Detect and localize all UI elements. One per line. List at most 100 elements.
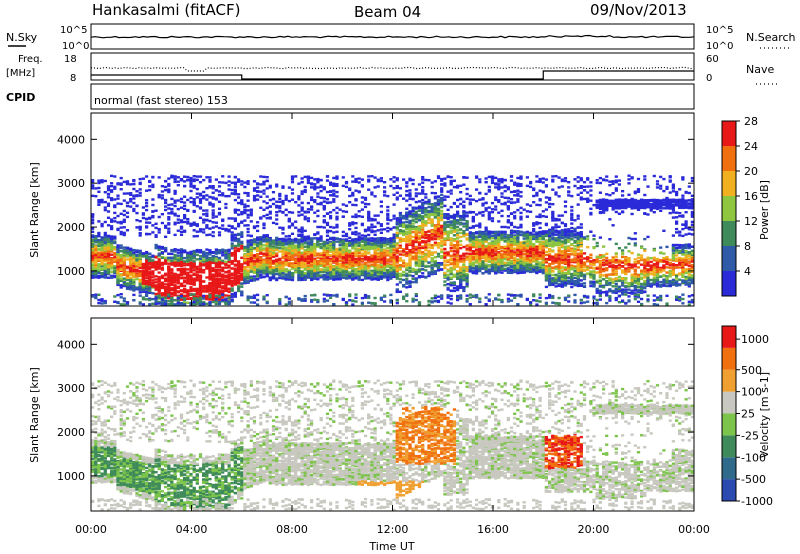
- echo-cell: [170, 249, 174, 253]
- echo-cell: [284, 276, 288, 280]
- echo-cell: [100, 265, 104, 268]
- echo-cell: [189, 289, 193, 292]
- echo-cell: [154, 260, 158, 264]
- echo-cell: [357, 251, 361, 255]
- ground-scatter-cell: [332, 303, 336, 306]
- echo-cell: [367, 264, 371, 267]
- echo-cell: [119, 230, 123, 234]
- echo-cell: [208, 298, 212, 301]
- echo-cell: [132, 251, 136, 254]
- echo-cell: [202, 286, 206, 290]
- echo-cell: [205, 254, 209, 257]
- echo-cell: [154, 284, 158, 287]
- ground-scatter-cell: [303, 299, 307, 302]
- echo-cell: [208, 219, 212, 223]
- echo-cell: [211, 216, 215, 219]
- echo-cell: [176, 277, 180, 281]
- echo-cell: [183, 175, 187, 178]
- echo-cell: [192, 235, 196, 238]
- echo-cell: [138, 234, 142, 237]
- echo-cell: [106, 250, 111, 253]
- echo-cell: [164, 297, 168, 300]
- echo-cell: [262, 271, 266, 275]
- echo-cell: [275, 263, 279, 266]
- echo-cell: [335, 177, 339, 180]
- echo-cell: [148, 257, 152, 260]
- echo-cell: [164, 224, 168, 228]
- echo-cell: [192, 229, 196, 232]
- echo-cell: [192, 303, 196, 307]
- echo-cell: [106, 266, 111, 269]
- echo-cell: [179, 298, 184, 301]
- echo-cell: [230, 234, 234, 238]
- echo-cell: [252, 269, 257, 273]
- echo-cell: [351, 193, 355, 196]
- echo-cell: [246, 227, 250, 231]
- echo-cell: [186, 251, 190, 254]
- echo-cell: [300, 239, 304, 243]
- ground-scatter-cell: [370, 301, 374, 305]
- echo-cell: [230, 295, 234, 298]
- echo-cell: [100, 222, 104, 226]
- echo-cell: [275, 261, 279, 264]
- echo-cell: [370, 223, 374, 226]
- echo-cell: [208, 195, 212, 199]
- echo-cell: [306, 242, 310, 245]
- echo-cell: [316, 202, 320, 206]
- echo-cell: [122, 192, 126, 195]
- echo-cell: [329, 266, 333, 269]
- echo-cell: [360, 273, 364, 276]
- echo-cell: [217, 259, 222, 262]
- echo-cell: [186, 301, 190, 304]
- echo-cell: [268, 205, 272, 208]
- echo-cell: [141, 252, 145, 255]
- echo-cell: [373, 261, 377, 264]
- echo-cell: [198, 199, 203, 202]
- echo-cell: [313, 267, 317, 270]
- echo-cell: [154, 281, 158, 284]
- echo-cell: [217, 207, 222, 210]
- echo-cell: [116, 280, 120, 283]
- echo-cell: [373, 264, 377, 267]
- echo-cell: [348, 236, 352, 240]
- echo-cell: [322, 197, 326, 200]
- echo-cell: [316, 243, 320, 247]
- echo-cell: [183, 260, 187, 263]
- echo-cell: [221, 266, 225, 269]
- ground-scatter-cell: [373, 302, 377, 306]
- echo-cell: [198, 274, 203, 277]
- echo-cell: [217, 234, 222, 237]
- echo-cell: [363, 267, 368, 270]
- ground-scatter-cell: [122, 300, 126, 303]
- echo-cell: [243, 246, 247, 250]
- echo-cell: [160, 286, 164, 290]
- echo-cell: [322, 276, 326, 279]
- echo-cell: [357, 239, 361, 242]
- echo-cell: [373, 195, 377, 198]
- echo-cell: [211, 213, 215, 217]
- echo-cell: [106, 186, 111, 190]
- echo-cell: [341, 263, 345, 266]
- echo-cell: [176, 207, 180, 211]
- echo-cell: [138, 232, 142, 235]
- echo-cell: [357, 272, 361, 276]
- ground-scatter-cell: [224, 302, 228, 306]
- echo-cell: [103, 179, 107, 183]
- echo-cell: [132, 281, 136, 284]
- echo-cell: [332, 258, 336, 261]
- echo-cell: [268, 198, 272, 202]
- echo-cell: [268, 241, 272, 244]
- echo-cell: [275, 242, 279, 245]
- echo-cell: [332, 176, 336, 180]
- echo-cell: [195, 234, 199, 238]
- echo-cell: [103, 242, 107, 245]
- echo-cell: [360, 252, 364, 255]
- echo-cell: [370, 191, 374, 194]
- echo-cell: [221, 254, 225, 257]
- echo-cell: [246, 240, 250, 243]
- echo-cell: [306, 257, 310, 260]
- echo-cell: [217, 281, 222, 285]
- echo-cell: [354, 254, 358, 257]
- echo-cell: [322, 278, 326, 281]
- echo-cell: [246, 246, 250, 250]
